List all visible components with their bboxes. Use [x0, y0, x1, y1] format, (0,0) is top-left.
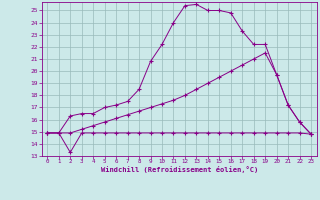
X-axis label: Windchill (Refroidissement éolien,°C): Windchill (Refroidissement éolien,°C): [100, 166, 258, 173]
